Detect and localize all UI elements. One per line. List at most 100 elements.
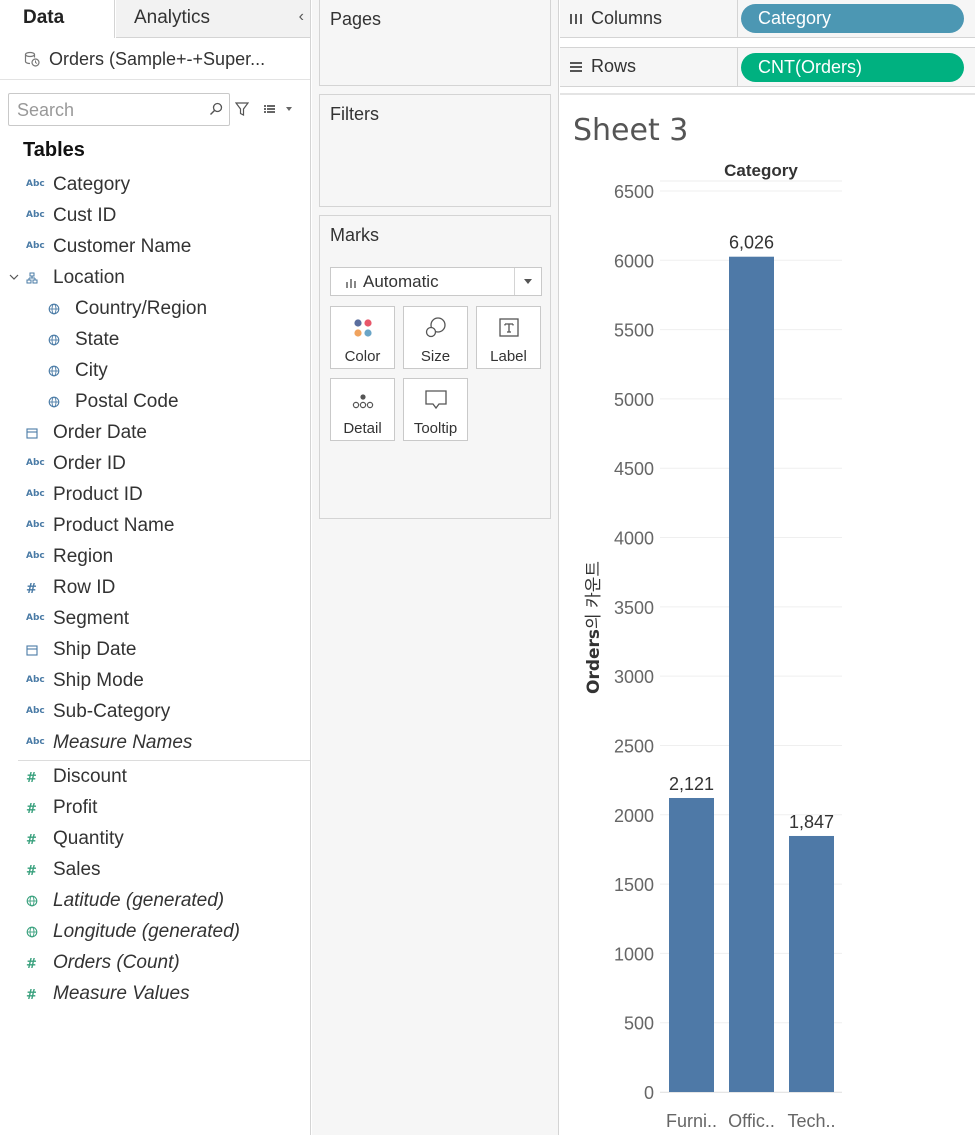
y-tick-label: 4500: [614, 459, 654, 479]
bar-chart-icon: [346, 279, 356, 288]
globe-icon: [48, 303, 68, 315]
dimension-field[interactable]: Abc Order ID: [0, 450, 310, 481]
globe-icon: [48, 334, 68, 346]
abc-icon: Abc: [26, 210, 45, 220]
measure-field[interactable]: Longitude (generated): [0, 918, 310, 949]
dimension-field[interactable]: Abc Product Name: [0, 512, 310, 543]
dimension-field[interactable]: Abc Ship Mode: [0, 667, 310, 698]
measure-field[interactable]: # Discount: [0, 763, 310, 794]
tables-heading: Tables: [23, 139, 85, 161]
pages-card[interactable]: Pages: [319, 0, 551, 86]
search-box: [8, 93, 230, 126]
field-name: Region: [53, 546, 114, 567]
dimension-field[interactable]: Abc Customer Name: [0, 233, 310, 264]
dimension-field[interactable]: Country/Region: [0, 295, 310, 326]
data-pane: Data Analytics ‹ Orders (Sample+-+Super.…: [0, 0, 311, 1135]
chevron-down-icon: [524, 279, 532, 284]
size-button[interactable]: Size: [403, 306, 468, 369]
columns-shelf[interactable]: Columns Category: [560, 0, 975, 38]
x-tick-label: Tech..: [787, 1111, 835, 1131]
abc-icon: Abc: [26, 458, 45, 468]
field-name: Cust ID: [53, 205, 117, 226]
column-header-title: Category: [724, 161, 798, 180]
field-name: Latitude (generated): [53, 890, 225, 911]
cnt-orders-pill[interactable]: CNT(Orders): [741, 53, 964, 82]
dimension-field[interactable]: Abc Category: [0, 171, 310, 202]
bar: [729, 256, 774, 1092]
mark-type-separator: [514, 268, 515, 295]
label-button[interactable]: Label: [476, 306, 541, 369]
dimension-field[interactable]: Location: [0, 264, 310, 295]
field-name: Order ID: [53, 453, 126, 474]
field-name: Sub-Category: [53, 701, 171, 722]
measure-field[interactable]: # Sales: [0, 856, 310, 887]
dimension-field[interactable]: Abc Segment: [0, 605, 310, 636]
marks-card: Marks Automatic Color Size: [319, 215, 551, 519]
mark-type-dropdown[interactable]: Automatic: [330, 267, 542, 296]
view-area: Columns Category Rows CNT(Orders) Sheet …: [560, 0, 975, 1135]
tab-data[interactable]: Data: [0, 0, 115, 38]
y-tick-label: 4000: [614, 529, 654, 549]
sheet-title[interactable]: Sheet 3: [573, 113, 689, 148]
dimension-field[interactable]: Order Date: [0, 419, 310, 450]
measure-field[interactable]: # Profit: [0, 794, 310, 825]
tooltip-button[interactable]: Tooltip: [403, 378, 468, 441]
y-tick-label: 6000: [614, 251, 654, 271]
dimension-field[interactable]: Abc Sub-Category: [0, 698, 310, 729]
globe-icon: [26, 926, 46, 938]
search-input[interactable]: [17, 98, 202, 122]
field-name: Profit: [53, 797, 98, 818]
field-name: Category: [53, 174, 131, 195]
hierarchy-icon: [26, 272, 46, 284]
category-pill[interactable]: Category: [741, 4, 964, 33]
dimension-field[interactable]: City: [0, 357, 310, 388]
filters-card[interactable]: Filters: [319, 94, 551, 207]
tab-analytics[interactable]: Analytics ‹: [116, 0, 310, 38]
globe-icon: [48, 396, 68, 408]
filter-icon[interactable]: [235, 101, 249, 117]
detail-icon: [352, 394, 373, 409]
rows-shelf[interactable]: Rows CNT(Orders): [560, 47, 975, 87]
measure-field[interactable]: Latitude (generated): [0, 887, 310, 918]
field-name: Country/Region: [75, 298, 208, 319]
number-icon: #: [26, 802, 37, 817]
shelves-area: Pages Filters Marks Automatic Color: [312, 0, 559, 1135]
size-icon: [425, 317, 446, 338]
dimension-field[interactable]: Abc Cust ID: [0, 202, 310, 233]
color-button[interactable]: Color: [330, 306, 395, 369]
field-name: Ship Date: [53, 639, 137, 660]
field-name: State: [75, 329, 120, 350]
data-label: 6,026: [729, 233, 774, 253]
dimension-field[interactable]: Abc Product ID: [0, 481, 310, 512]
number-icon: #: [26, 988, 37, 1003]
dimension-field[interactable]: Abc Region: [0, 543, 310, 574]
detail-button[interactable]: Detail: [330, 378, 395, 441]
measure-field[interactable]: # Orders (Count): [0, 949, 310, 980]
dimension-field[interactable]: # Row ID: [0, 574, 310, 605]
collapse-pane-icon[interactable]: ‹: [298, 8, 304, 25]
dimension-field[interactable]: Postal Code: [0, 388, 310, 419]
measure-field[interactable]: # Measure Values: [0, 980, 310, 1011]
y-tick-label: 0: [644, 1083, 654, 1103]
dimension-field[interactable]: State: [0, 326, 310, 357]
abc-icon: Abc: [26, 241, 45, 251]
calendar-icon: [26, 427, 46, 439]
field-name: Measure Values: [53, 983, 190, 1004]
field-name: Postal Code: [75, 391, 179, 412]
field-name: Product Name: [53, 515, 175, 536]
tab-data-label: Data: [23, 7, 65, 28]
mark-type-label: Automatic: [363, 272, 439, 291]
dimension-field[interactable]: Abc Measure Names: [0, 729, 310, 760]
columns-shelf-label: Columns: [591, 8, 663, 28]
view-options-icon[interactable]: [263, 102, 295, 116]
pages-title: Pages: [330, 9, 382, 29]
datasource-icon: [24, 51, 40, 67]
y-tick-label: 500: [624, 1014, 654, 1034]
field-name: Ship Mode: [53, 670, 144, 691]
measure-field[interactable]: # Quantity: [0, 825, 310, 856]
datasource-item[interactable]: Orders (Sample+-+Super...: [0, 42, 310, 80]
y-tick-label: 1000: [614, 944, 654, 964]
field-name: Discount: [53, 766, 127, 787]
dimension-field[interactable]: Ship Date: [0, 636, 310, 667]
search-icon[interactable]: [209, 102, 223, 116]
